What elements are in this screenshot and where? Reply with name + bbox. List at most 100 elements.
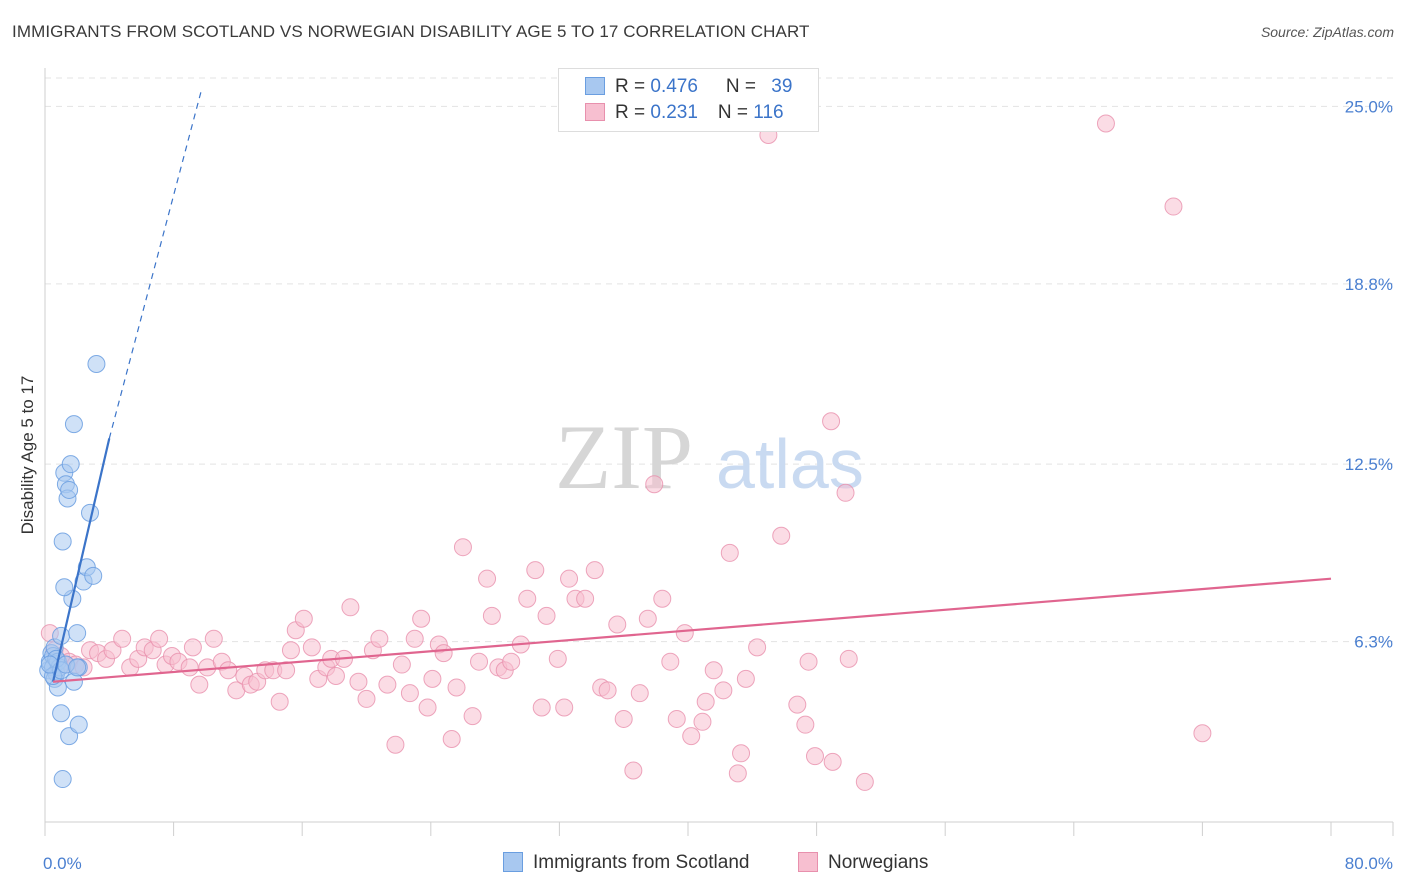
legend-row-norwegians: R = 0.231 N = 116 [585, 102, 784, 126]
norwegians-point [788, 695, 807, 714]
norwegians-point [548, 649, 567, 668]
norwegians-point [434, 644, 453, 663]
norwegians-point [294, 609, 313, 628]
norwegians-point [302, 638, 321, 657]
norwegians-point [378, 675, 397, 694]
legend-n-value: 39 [771, 76, 793, 97]
norwegians-point [555, 698, 574, 717]
norwegians-point [855, 772, 874, 791]
norwegians-point [270, 692, 289, 711]
bottom-legend-swatch-norwegians [798, 852, 818, 872]
scotland-point [52, 626, 71, 645]
scotland-point [69, 715, 88, 734]
y-tick-label: 12.5% [1345, 455, 1393, 474]
x-tick-label: 0.0% [43, 854, 82, 873]
norwegians-point [447, 678, 466, 697]
norwegians-point [526, 561, 545, 580]
grid-lines [45, 77, 1393, 643]
norwegians-point [714, 681, 733, 700]
scotland-point [64, 415, 83, 434]
norwegians-point [732, 744, 751, 763]
norwegians-point [453, 538, 472, 557]
y-axis-label: Disability Age 5 to 17 [18, 376, 37, 535]
norwegians-point [1193, 724, 1212, 743]
axes [44, 68, 1394, 836]
norwegians-point [608, 615, 627, 634]
x-tick-labels: 0.0% 80.0% [43, 854, 1393, 873]
legend-n-label: N = [717, 102, 754, 123]
scotland-point [55, 578, 74, 597]
norwegians-point [405, 629, 424, 648]
y-tick-label: 6.3% [1354, 633, 1393, 652]
norwegians-point [772, 526, 791, 545]
norwegians-point [653, 589, 672, 608]
norwegians-point [836, 483, 855, 502]
norwegians-point [349, 672, 368, 691]
bottom-legend-scotland: Immigrants from Scotland [503, 852, 749, 874]
legend: R = 0.476 N = 39 R = 0.231 N = 116 [558, 68, 819, 132]
norwegians-point [281, 641, 300, 660]
norwegians-point [183, 638, 202, 657]
y-tick-labels: 6.3% 12.5% 18.8% 25.0% [1345, 97, 1393, 651]
norwegians-point [720, 543, 739, 562]
legend-n-value: 116 [753, 102, 784, 123]
norwegians-point [560, 569, 579, 588]
norwegians-point [645, 475, 664, 494]
norwegians-point [624, 761, 643, 780]
bottom-legend-label-scotland: Immigrants from Scotland [533, 852, 750, 873]
norwegians-point [180, 658, 199, 677]
scotland-point [40, 655, 59, 674]
norwegians-point [799, 652, 818, 671]
norwegians-point [423, 669, 442, 688]
norwegians-points [40, 114, 1212, 791]
norwegians-point [614, 709, 633, 728]
scotland-point [68, 658, 87, 677]
legend-r-label: R = [615, 102, 651, 123]
norwegians-point [805, 747, 824, 766]
norwegians-point [518, 589, 537, 608]
norwegians-point [822, 412, 841, 431]
scotland-trendline [51, 438, 111, 682]
norwegians-point [576, 589, 595, 608]
norwegians-point [392, 655, 411, 674]
x-tick-label: 80.0% [1345, 854, 1393, 873]
norwegians-point [326, 667, 345, 686]
norwegians-point [585, 561, 604, 580]
norwegians-point [482, 606, 501, 625]
norwegians-point [341, 598, 360, 617]
scotland-point [60, 480, 79, 499]
norwegians-point [1096, 114, 1115, 133]
norwegians-point [736, 669, 755, 688]
bottom-legend-norwegians: Norwegians [798, 852, 928, 874]
norwegians-point [630, 684, 649, 703]
norwegians-point [463, 707, 482, 726]
legend-swatch-norwegians [585, 103, 605, 121]
norwegians-point [190, 675, 209, 694]
norwegians-point [150, 629, 169, 648]
norwegians-point [537, 606, 556, 625]
norwegians-point [502, 652, 521, 671]
norwegians-point [667, 709, 686, 728]
legend-r-value: 0.476 [650, 76, 698, 97]
scotland-point [61, 455, 80, 474]
norwegians-point [661, 652, 680, 671]
norwegians-point [204, 629, 223, 648]
norwegians-point [442, 729, 461, 748]
bottom-legend-swatch-scotland [503, 852, 523, 872]
norwegians-point [638, 609, 657, 628]
norwegians-point [682, 727, 701, 746]
y-tick-label: 25.0% [1345, 97, 1393, 116]
y-tick-label: 18.8% [1345, 275, 1393, 294]
chart-title: IMMIGRANTS FROM SCOTLAND VS NORWEGIAN DI… [12, 22, 810, 41]
norwegians-trendline [52, 577, 1332, 683]
norwegians-point [400, 684, 419, 703]
norwegians-point [470, 652, 489, 671]
norwegians-point [728, 764, 747, 783]
scotland-point [53, 770, 72, 789]
norwegians-point [839, 649, 858, 668]
norwegians-point [418, 698, 437, 717]
norwegians-point [1164, 197, 1183, 216]
scotland-point [87, 354, 106, 373]
norwegians-point [370, 629, 389, 648]
